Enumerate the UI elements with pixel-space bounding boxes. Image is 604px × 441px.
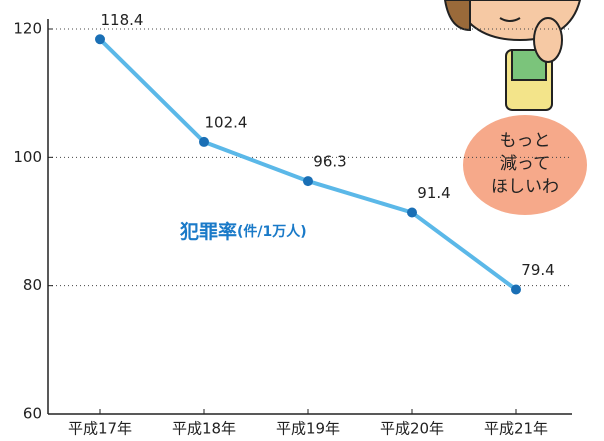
- bubble-text: もっと: [500, 131, 551, 151]
- character: [443, 0, 582, 111]
- data-label: 118.4: [101, 11, 144, 29]
- x-tick-label: 平成21年: [484, 420, 548, 438]
- y-tick-label: 60: [23, 405, 42, 423]
- x-tick-label: 平成20年: [380, 420, 444, 438]
- series-line: [98, 37, 518, 292]
- series-label: 犯罪率(件/1万人): [179, 220, 307, 243]
- point: [511, 284, 521, 295]
- data-label: 102.4: [205, 113, 248, 131]
- bubble-text: 減って: [500, 154, 550, 174]
- y-tick-label: 80: [23, 276, 42, 294]
- series-unit: (件/1万人): [237, 223, 307, 240]
- x-tick-label: 平成17年: [68, 420, 132, 438]
- data-label: 91.4: [417, 184, 450, 202]
- point: [199, 136, 209, 147]
- y-tick-label: 120: [13, 20, 42, 38]
- speech-bubble: [463, 115, 587, 215]
- point: [407, 207, 417, 218]
- point: [303, 176, 313, 187]
- data-label: 96.3: [313, 153, 346, 171]
- series-name: 犯罪率: [179, 220, 237, 243]
- point: [95, 34, 105, 45]
- y-tick-label: 100: [13, 148, 42, 166]
- bubble-text: ほしいわ: [491, 177, 559, 197]
- data-label: 79.4: [521, 261, 554, 279]
- x-tick-label: 平成19年: [276, 420, 340, 438]
- x-tick-label: 平成18年: [172, 420, 236, 438]
